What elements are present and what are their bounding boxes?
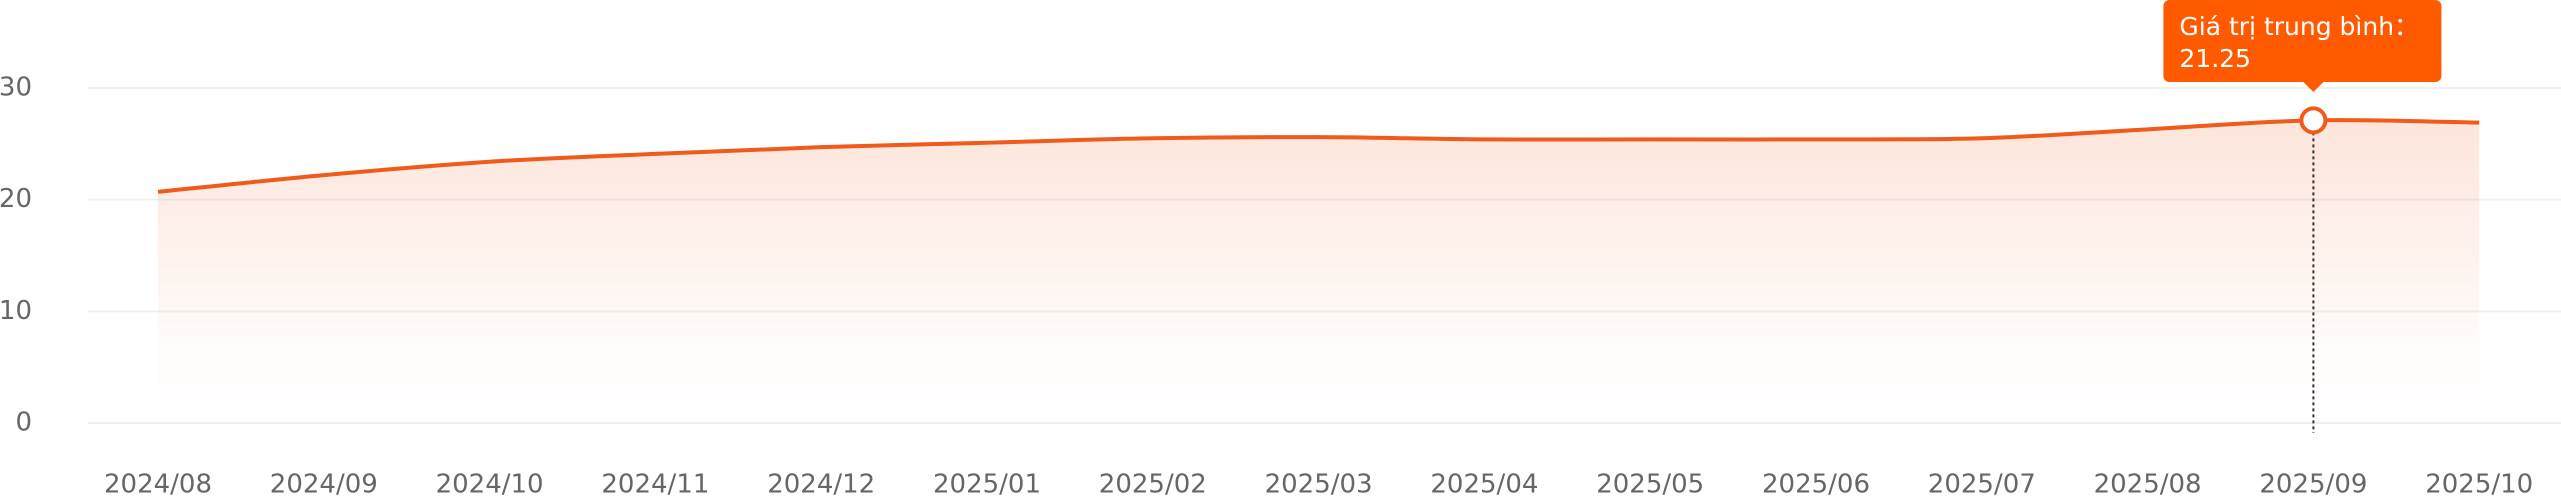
hover-point bbox=[2299, 106, 2328, 135]
x-tick-label: 2025/10 bbox=[2425, 470, 2533, 500]
x-tick-label: 2025/07 bbox=[1928, 470, 2036, 500]
y-tick-label: 10 bbox=[0, 296, 32, 326]
y-tick-label: 0 bbox=[15, 408, 32, 438]
y-tick-label: 30 bbox=[0, 73, 32, 103]
x-tick-label: 2025/01 bbox=[933, 470, 1041, 500]
x-tick-label: 2024/11 bbox=[601, 470, 709, 500]
line bbox=[157, 118, 2480, 194]
x-tick-label: 2025/04 bbox=[1430, 470, 1538, 500]
x-tick-label: 2025/05 bbox=[1596, 470, 1704, 500]
x-tick-label: 2024/09 bbox=[270, 470, 378, 500]
x-tick-label: 2024/08 bbox=[104, 470, 212, 500]
x-tick-label: 2025/03 bbox=[1265, 470, 1373, 500]
x-tick-label: 2024/12 bbox=[767, 470, 875, 500]
tooltip-value: 21.25 bbox=[2179, 44, 2251, 73]
tooltip-arrow bbox=[2303, 82, 2324, 92]
tooltip-label: Giá trị trung bình： bbox=[2179, 12, 2419, 41]
x-tick-label: 2025/09 bbox=[2259, 470, 2367, 500]
y-tick-label: 20 bbox=[0, 184, 32, 214]
x-tick-label: 2025/02 bbox=[1099, 470, 1207, 500]
area bbox=[158, 120, 2480, 424]
x-tick-label: 2024/10 bbox=[436, 470, 544, 500]
x-tick-label: 2025/06 bbox=[1762, 470, 1870, 500]
x-tick-label: 2025/08 bbox=[2094, 470, 2202, 500]
tooltip-box bbox=[2163, 0, 2442, 82]
